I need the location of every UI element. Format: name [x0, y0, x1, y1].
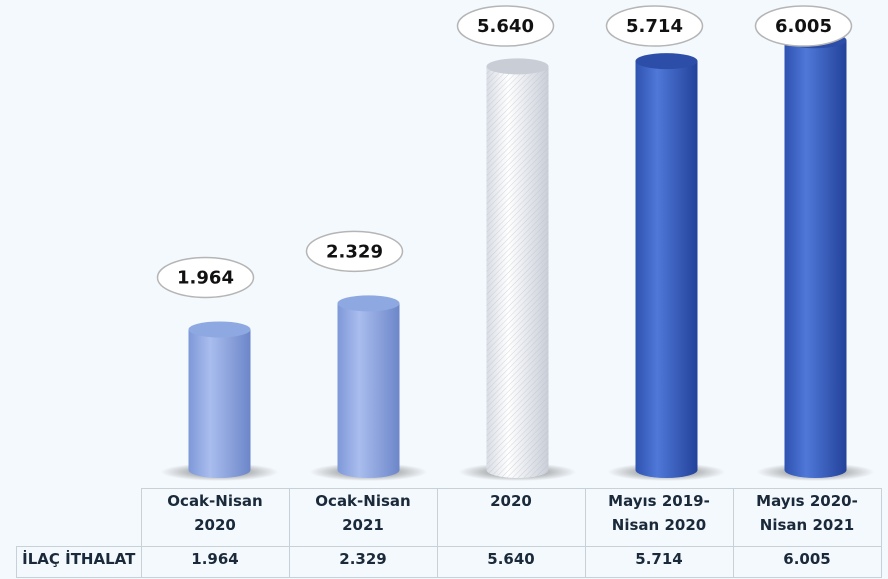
- bar-hatch: [486, 66, 549, 478]
- category-label: Mayıs 2019- Nisan 2020: [584, 488, 734, 547]
- series-label: İLAÇ İTHALAT: [16, 546, 142, 578]
- category-label: Ocak-Nisan 2020: [140, 488, 290, 547]
- table-value: 6.005: [732, 546, 882, 578]
- bar-top: [635, 53, 698, 70]
- data-table-corner: [16, 488, 142, 547]
- data-label-bubble: [156, 256, 255, 299]
- category-label: Ocak-Nisan 2021: [288, 488, 438, 547]
- data-label: 5.640: [477, 16, 534, 37]
- data-table-header-row: Ocak-Nisan 2020 Ocak-Nisan 2021 2020 Mayıs…: [16, 488, 882, 547]
- data-label: 1.964: [177, 267, 234, 288]
- data-table: Ocak-Nisan 2020 Ocak-Nisan 2021 2020 Mayıs…: [16, 488, 882, 578]
- table-value: 5.640: [436, 546, 586, 578]
- data-label: 6.005: [775, 16, 832, 37]
- category-label: Mayıs 2020- Nisan 2021: [732, 488, 882, 547]
- data-label: 2.329: [326, 241, 383, 262]
- table-value: 5.714: [584, 546, 734, 578]
- bar-top: [486, 58, 549, 75]
- table-value: 2.329: [288, 546, 438, 578]
- bar: [784, 40, 847, 478]
- data-label: 5.714: [626, 16, 683, 37]
- data-label-bubble: [754, 5, 853, 47]
- bar-top: [188, 321, 251, 338]
- bar: [635, 61, 698, 479]
- bar-top: [337, 295, 400, 312]
- chart: 1.964 2.329 5.640 5.714 6.005: [156, 5, 875, 481]
- data-label-bubble: [305, 230, 404, 273]
- bar: [188, 329, 251, 478]
- data-table-value-row: İLAÇ İTHALAT 1.964 2.329 5.640 5.714 6.0…: [16, 546, 882, 578]
- data-label-bubble: [456, 5, 555, 47]
- table-value: 1.964: [140, 546, 290, 578]
- bar: [337, 303, 400, 478]
- data-label-bubble: [605, 5, 704, 47]
- category-label: 2020: [436, 488, 586, 547]
